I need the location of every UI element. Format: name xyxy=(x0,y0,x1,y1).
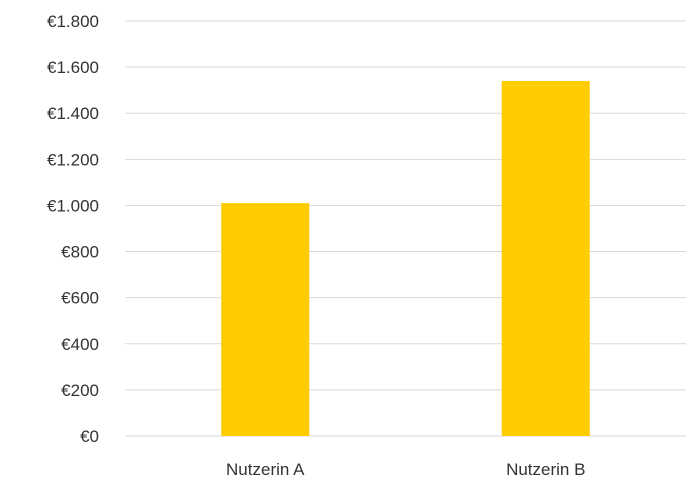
y-tick-label: €400 xyxy=(61,335,99,354)
x-category-label: Nutzerin A xyxy=(226,460,305,478)
y-tick-label: €200 xyxy=(61,381,99,400)
y-axis-tick-labels: €0 €200 €400 €600 €800 €1.000 €1.200 €1.400 €1.6… xyxy=(47,12,99,446)
y-tick-label: €1.600 xyxy=(47,58,99,77)
bar-nutzerin-b xyxy=(501,80,590,436)
x-axis-category-labels: Nutzerin A Nutzerin B xyxy=(226,460,585,478)
x-category-label: Nutzerin B xyxy=(506,460,585,478)
y-tick-label: €1.000 xyxy=(47,196,99,215)
bars xyxy=(221,80,590,436)
gridlines xyxy=(125,20,686,437)
y-tick-label: €800 xyxy=(61,243,99,262)
bar-nutzerin-a xyxy=(221,203,310,436)
y-tick-label: €1.800 xyxy=(47,12,99,31)
y-tick-label: €0 xyxy=(80,427,99,446)
y-tick-label: €1.400 xyxy=(47,104,99,123)
y-tick-label: €600 xyxy=(61,289,99,308)
y-tick-label: €1.200 xyxy=(47,150,99,169)
